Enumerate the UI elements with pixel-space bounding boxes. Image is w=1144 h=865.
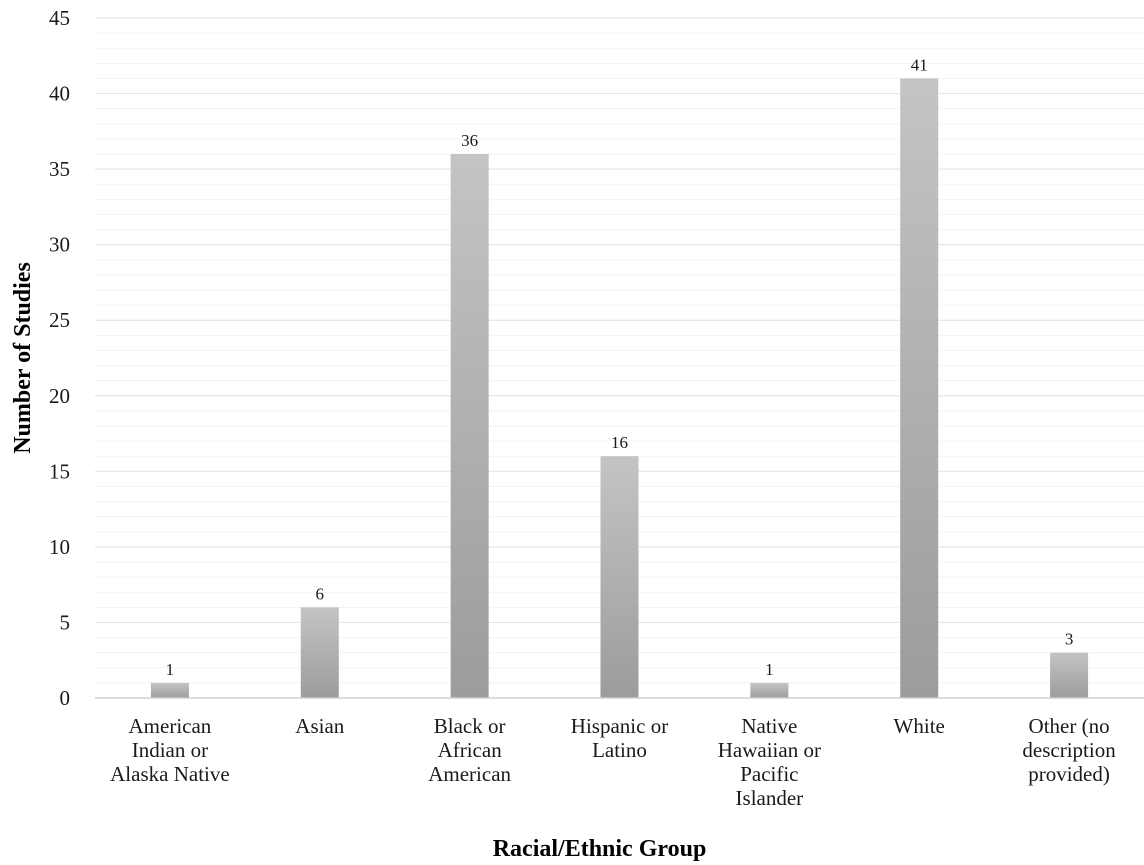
x-tick-label: Other (no description provided) <box>1022 714 1116 786</box>
data-label: 1 <box>166 660 175 679</box>
y-axis-ticks: 0 5 10 15 20 25 30 35 40 45 <box>49 6 70 710</box>
y-tick-label: 40 <box>49 82 70 106</box>
x-tick-label: Hispanic or Latino <box>571 714 668 762</box>
y-tick-label: 30 <box>49 233 70 257</box>
y-tick-label: 35 <box>49 157 70 181</box>
bar <box>450 154 489 698</box>
x-tick-label: American Indian or Alaska Native <box>110 714 230 786</box>
data-label: 41 <box>911 55 928 74</box>
bar <box>150 682 189 698</box>
y-tick-label: 20 <box>49 384 70 408</box>
data-label: 1 <box>765 660 774 679</box>
x-tick-label: White <box>894 714 945 738</box>
bar <box>300 607 339 698</box>
bars <box>150 78 1089 698</box>
y-tick-label: 45 <box>49 6 70 30</box>
y-axis-title: Number of Studies <box>10 262 36 454</box>
y-tick-label: 10 <box>49 535 70 559</box>
bar <box>600 456 639 698</box>
y-tick-label: 5 <box>60 610 71 634</box>
bar <box>1050 652 1089 698</box>
y-tick-label: 15 <box>49 459 70 483</box>
x-axis-title: Racial/Ethnic Group <box>493 836 707 862</box>
x-tick-label: Black or African American <box>428 714 511 786</box>
y-tick-label: 25 <box>49 308 70 332</box>
data-label: 16 <box>611 433 628 452</box>
x-tick-label: Asian <box>295 714 344 738</box>
data-label: 3 <box>1065 630 1074 649</box>
y-tick-label: 0 <box>60 686 71 710</box>
x-axis-category-labels: American Indian or Alaska Native Asian Black… <box>110 714 1116 810</box>
data-label: 36 <box>461 131 478 150</box>
x-tick-label: Native Hawaiian or Pacific Islander <box>718 714 821 810</box>
bar <box>750 682 789 698</box>
bar <box>900 78 939 698</box>
data-label: 6 <box>316 584 325 603</box>
